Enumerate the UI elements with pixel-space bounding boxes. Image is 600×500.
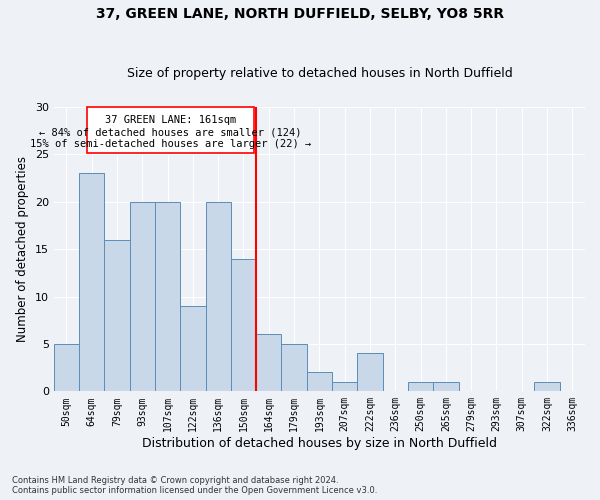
Y-axis label: Number of detached properties: Number of detached properties	[16, 156, 29, 342]
Bar	[231, 258, 256, 392]
Text: 15% of semi-detached houses are larger (22) →: 15% of semi-detached houses are larger (…	[29, 140, 311, 149]
Text: 37 GREEN LANE: 161sqm: 37 GREEN LANE: 161sqm	[104, 115, 236, 125]
Bar	[256, 334, 281, 392]
Bar	[130, 202, 155, 392]
Bar	[281, 344, 307, 392]
Title: Size of property relative to detached houses in North Duffield: Size of property relative to detached ho…	[127, 66, 512, 80]
Bar	[180, 306, 206, 392]
Bar	[54, 344, 79, 392]
Bar	[307, 372, 332, 392]
Bar	[79, 174, 104, 392]
X-axis label: Distribution of detached houses by size in North Duffield: Distribution of detached houses by size …	[142, 437, 497, 450]
Text: Contains HM Land Registry data © Crown copyright and database right 2024.
Contai: Contains HM Land Registry data © Crown c…	[12, 476, 377, 495]
Bar	[104, 240, 130, 392]
Bar	[206, 202, 231, 392]
Bar	[86, 107, 254, 152]
Bar	[433, 382, 458, 392]
Bar	[408, 382, 433, 392]
Text: ← 84% of detached houses are smaller (124): ← 84% of detached houses are smaller (12…	[39, 127, 301, 137]
Bar	[535, 382, 560, 392]
Bar	[155, 202, 180, 392]
Bar	[332, 382, 358, 392]
Bar	[358, 354, 383, 392]
Text: 37, GREEN LANE, NORTH DUFFIELD, SELBY, YO8 5RR: 37, GREEN LANE, NORTH DUFFIELD, SELBY, Y…	[96, 8, 504, 22]
